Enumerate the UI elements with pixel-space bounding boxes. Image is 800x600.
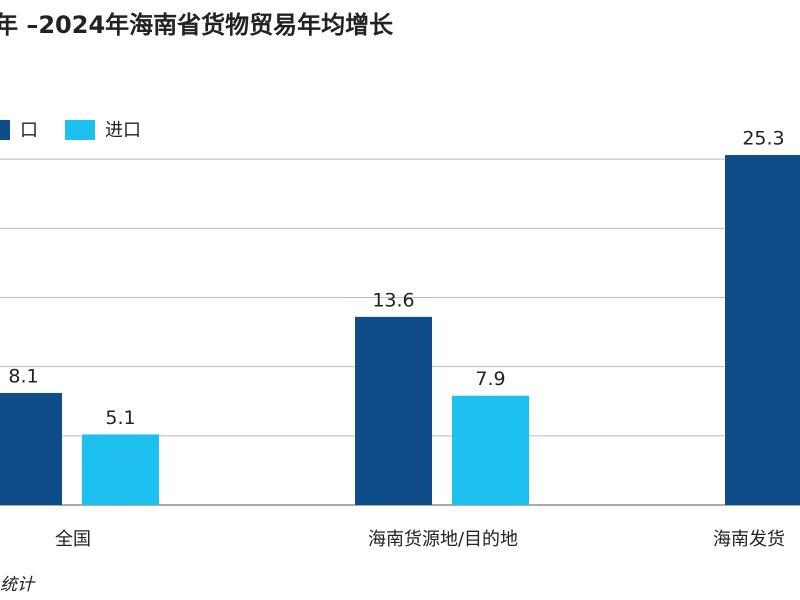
data-label: 25.3: [742, 128, 784, 150]
legend-label: 口: [20, 120, 38, 141]
bar: [82, 434, 159, 505]
data-label: 8.1: [8, 365, 38, 387]
x-tick-label: 全国: [55, 529, 91, 550]
legend-swatch: [65, 120, 95, 140]
legend-swatch: [0, 120, 10, 140]
bar: [725, 155, 800, 505]
x-tick-label: 海南货源地/目的地: [368, 529, 518, 550]
bar: [355, 316, 432, 505]
bar: [452, 395, 529, 505]
legend-label: 进口: [105, 120, 141, 141]
data-label: 7.9: [475, 368, 505, 390]
bar: [0, 392, 62, 505]
data-label: 5.1: [105, 407, 135, 429]
x-tick-label: 海南发货: [713, 529, 785, 550]
source-note: 统计: [0, 575, 36, 595]
data-label: 13.6: [372, 289, 414, 311]
chart-title: 年 –2024年海南省货物贸易年均增长: [0, 11, 394, 39]
